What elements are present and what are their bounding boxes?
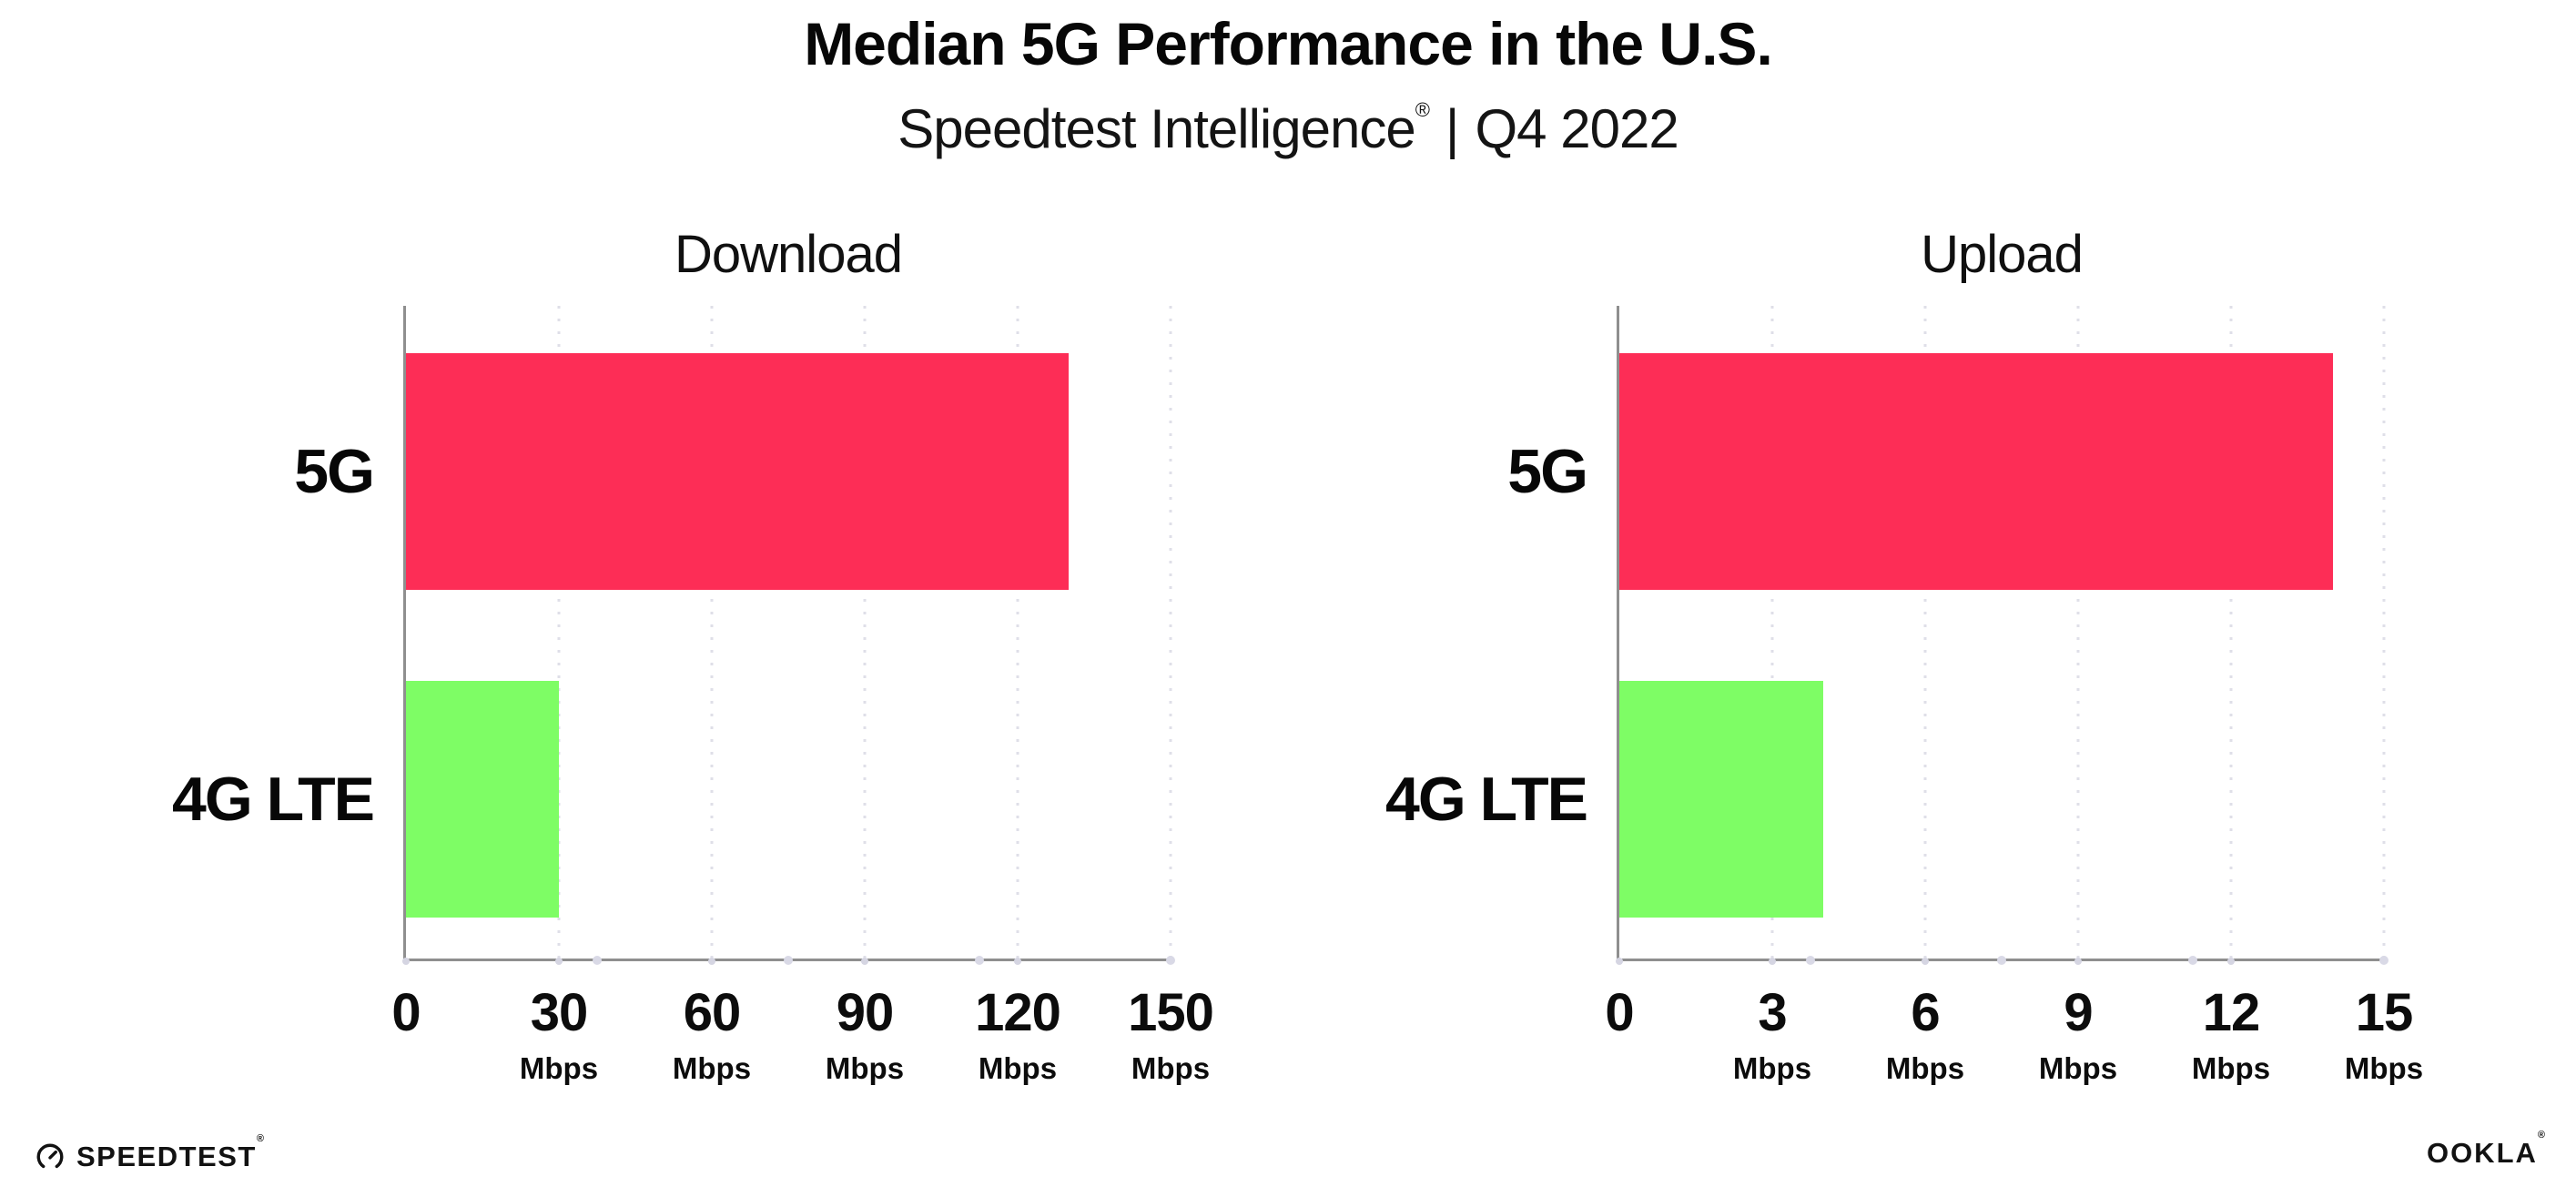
x-axis-ticks: 0 30 Mbps 60 Mbps 90 Mbps 120 Mbps 150 M… <box>391 983 1214 1132</box>
axis-tick-dot <box>2188 956 2197 965</box>
axis-tick-dot <box>1769 958 1776 965</box>
upload-chart-plot: Upload 5G 4G LTE 0 3 Mbps 6 <box>1385 227 2423 1083</box>
axis-tick-dot <box>708 958 715 965</box>
x-tick: 150 Mbps <box>1128 983 1214 1085</box>
bar-4g-lte-upload <box>1619 681 1823 918</box>
gridline <box>863 306 867 959</box>
page-subtitle: Speedtest Intelligence® | Q4 2022 <box>0 96 2576 162</box>
category-label-5g: 5G <box>1507 437 1588 506</box>
axis-tick-dot <box>975 956 984 965</box>
axis-tick-dot <box>1806 956 1815 965</box>
ookla-logo: OOKLA® <box>2426 1130 2547 1170</box>
x-tick: 120 Mbps <box>975 983 1061 1085</box>
gridline <box>2076 306 2080 959</box>
axis-tick-dot <box>402 958 410 965</box>
gridline <box>1016 306 1019 959</box>
gridline <box>557 306 561 959</box>
x-tick: 0 <box>391 983 421 1042</box>
speedtest-wordmark: SPEEDTEST® <box>76 1133 266 1172</box>
registered-trademark-icon: ® <box>256 1133 266 1144</box>
gridline <box>1770 306 1774 959</box>
x-tick: 9 Mbps <box>2038 983 2118 1085</box>
subtitle-brand: Speedtest Intelligence <box>898 98 1415 159</box>
category-label-5g: 5G <box>294 437 375 506</box>
category-label-4g-lte: 4G LTE <box>1385 765 1588 834</box>
axis-tick-dot <box>1014 958 1021 965</box>
x-tick: 90 Mbps <box>825 983 905 1085</box>
download-chart-plot: Download 5G 4G LTE 0 30 Mbps 60 <box>172 227 1214 1083</box>
x-tick: 3 Mbps <box>1732 983 1812 1085</box>
axis-tick-dot <box>1997 956 2006 965</box>
x-tick: 6 Mbps <box>1885 983 1965 1085</box>
subtitle-period: Q4 2022 <box>1475 98 1679 159</box>
bar-5g-download <box>406 353 1069 590</box>
x-tick: 12 Mbps <box>2191 983 2271 1085</box>
registered-trademark-icon: ® <box>2537 1130 2547 1141</box>
axis-tick-dot <box>784 956 793 965</box>
gridline <box>710 306 714 959</box>
speedtest-logo: SPEEDTEST® <box>35 1133 266 1173</box>
x-tick: 60 Mbps <box>672 983 752 1085</box>
bar-4g-lte-download <box>406 681 559 918</box>
axis-tick-dot <box>2227 958 2235 965</box>
axis-tick-dot <box>555 958 563 965</box>
speedtest-gauge-icon <box>35 1141 66 1172</box>
axis-tick-dot <box>1616 958 1623 965</box>
x-tick: 30 Mbps <box>519 983 599 1085</box>
download-chart-title: Download <box>674 225 903 284</box>
x-tick: 15 Mbps <box>2344 983 2424 1085</box>
axis-tick-dot <box>1922 958 1929 965</box>
axis-tick-dot <box>2379 956 2388 965</box>
ookla-wordmark: OOKLA <box>2426 1137 2538 1169</box>
axis-tick-dot <box>593 956 602 965</box>
subtitle-separator: | <box>1445 98 1460 159</box>
gridline <box>1923 306 1927 959</box>
gridline <box>2229 306 2233 959</box>
axis-tick-dot <box>1166 956 1175 965</box>
page-title: Median 5G Performance in the U.S. <box>804 10 1773 77</box>
bar-5g-upload <box>1619 353 2333 590</box>
axis-tick-dot <box>861 958 868 965</box>
x-axis-ticks: 0 3 Mbps 6 Mbps 9 Mbps 12 Mbps 15 Mbps <box>1605 983 2423 1132</box>
category-label-4g-lte: 4G LTE <box>172 765 375 834</box>
gridline <box>1169 306 1172 959</box>
upload-chart-title: Upload <box>1921 225 2084 284</box>
x-tick: 0 <box>1605 983 1634 1042</box>
registered-trademark-icon: ® <box>1415 98 1430 121</box>
axis-tick-dot <box>2074 958 2082 965</box>
gridline <box>2382 306 2386 959</box>
